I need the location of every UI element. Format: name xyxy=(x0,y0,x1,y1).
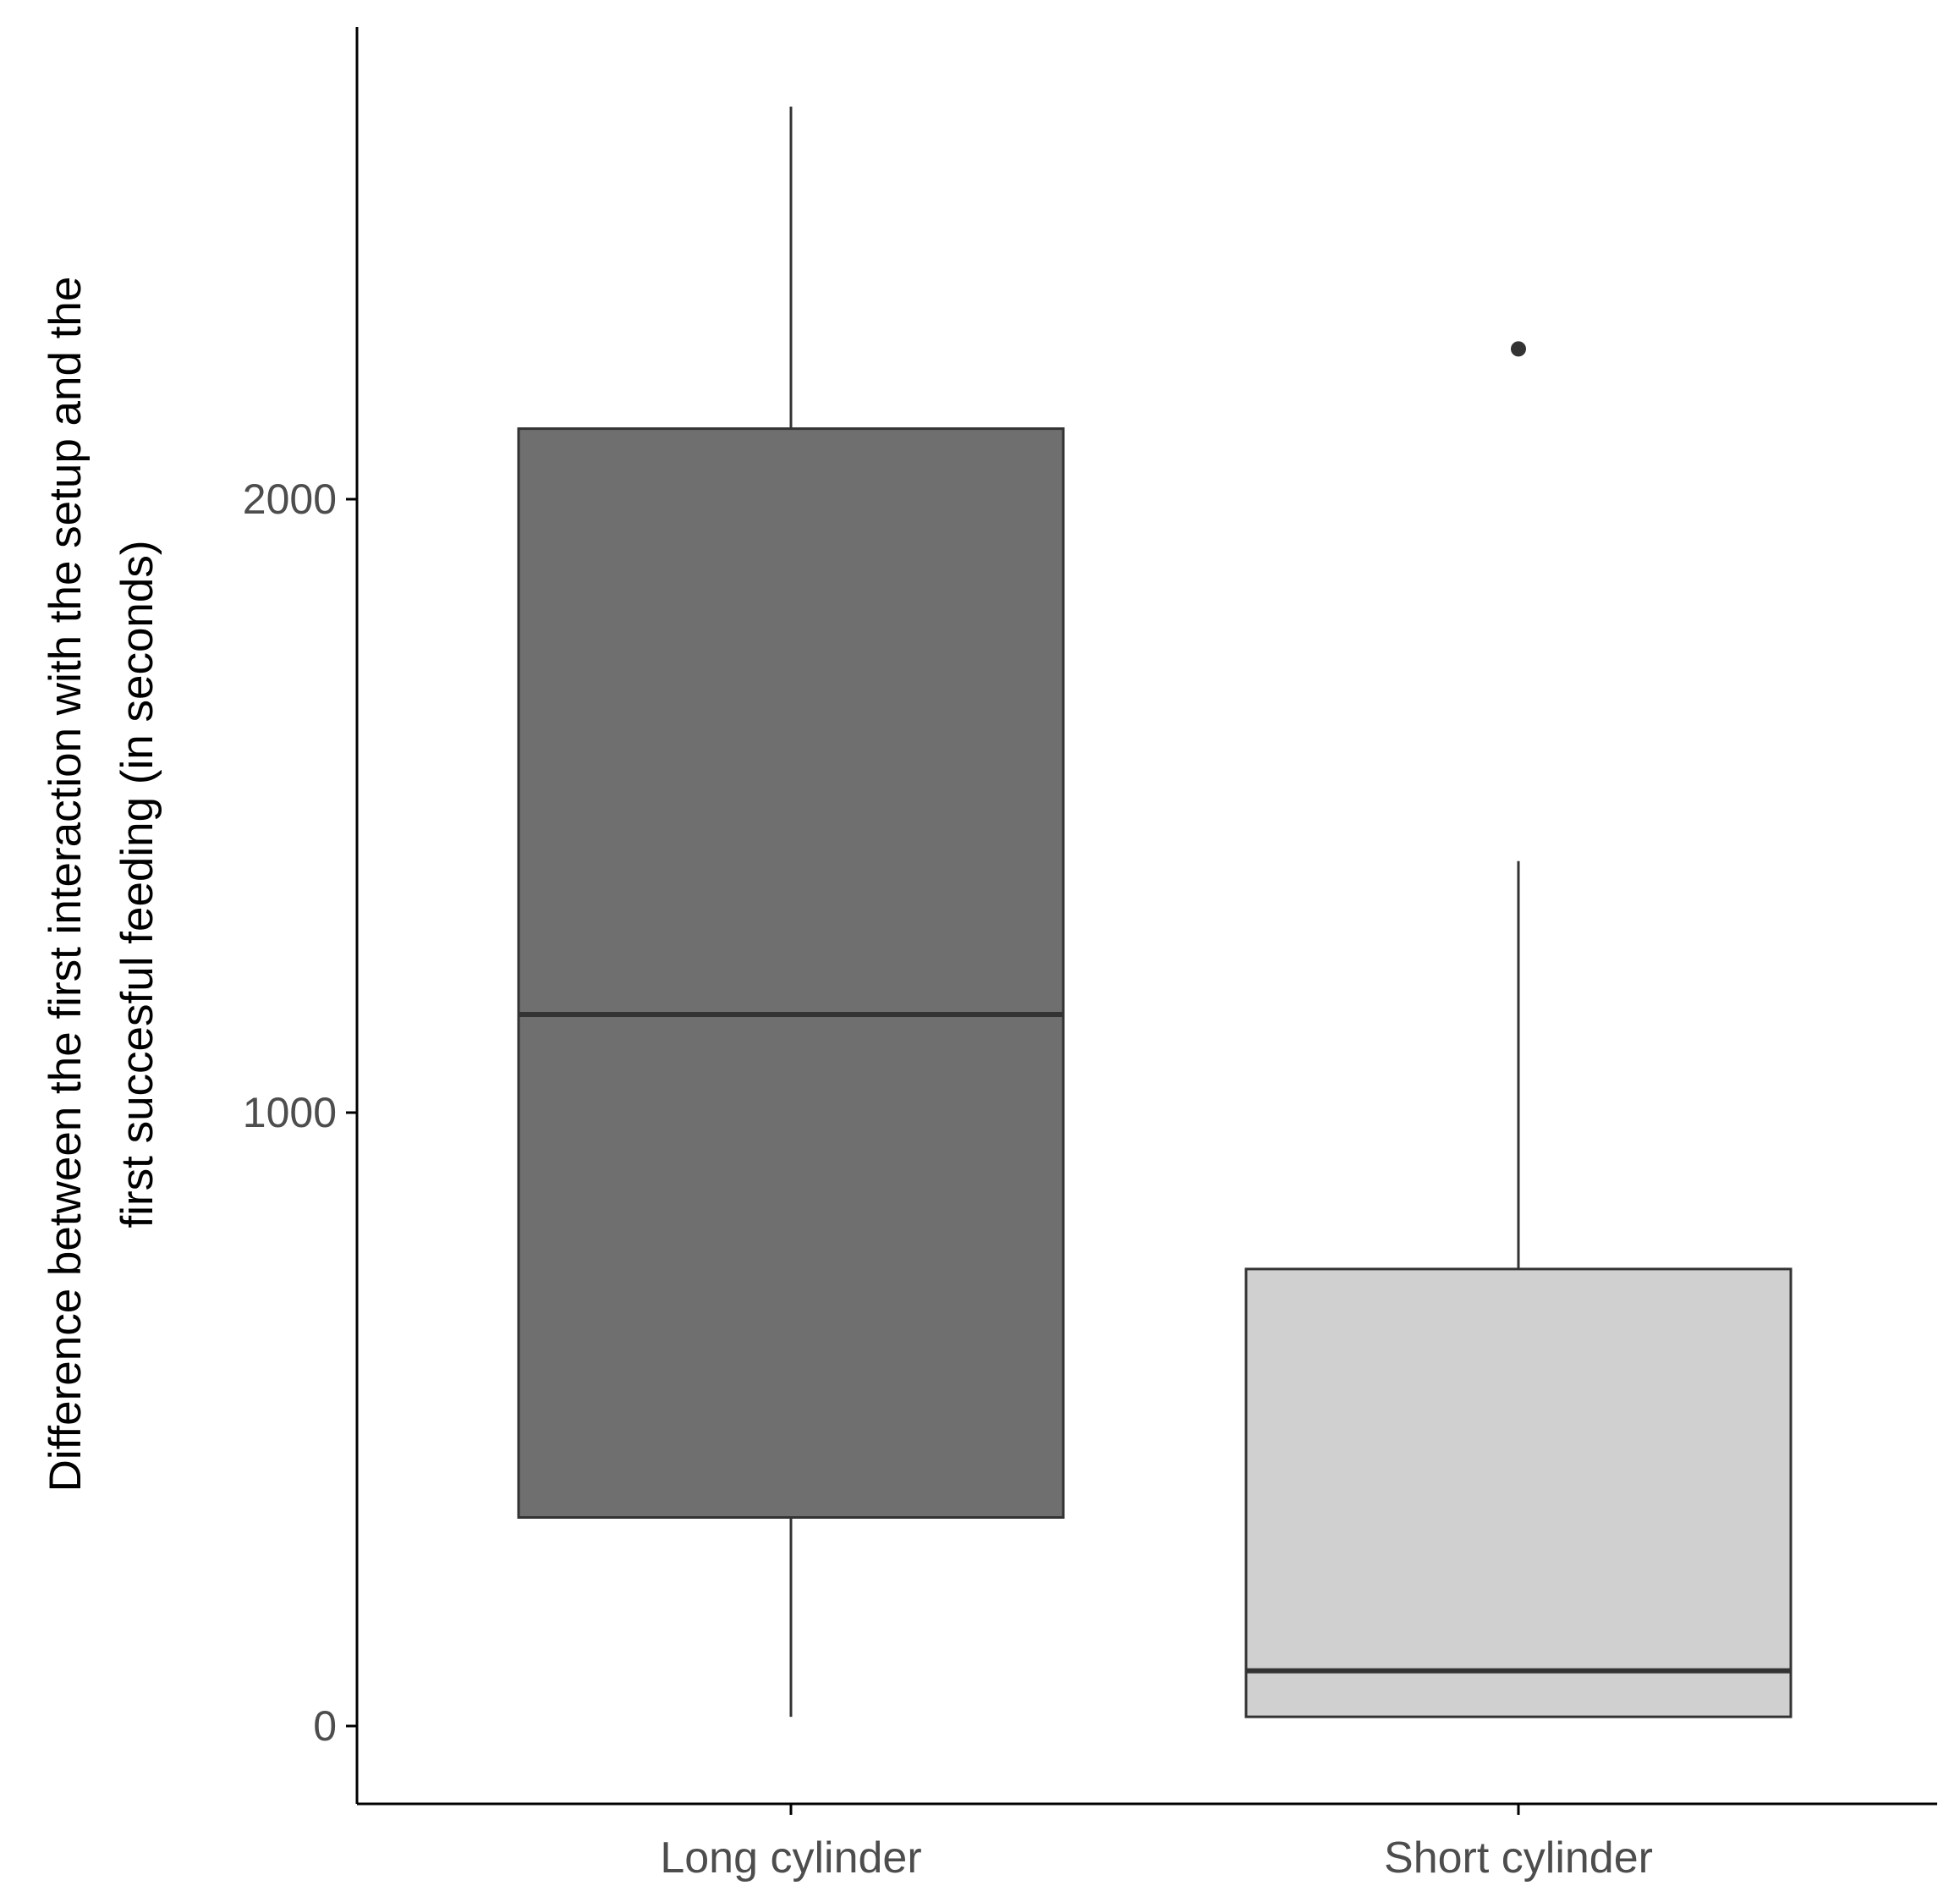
x-tick-label-short-cylinder: Short cylinder xyxy=(1384,1833,1653,1883)
y-axis-title-line-2: first succesful feeding (in seconds) xyxy=(113,540,162,1228)
outlier-point-short-cylinder-0 xyxy=(1511,341,1526,357)
y-axis-title: Difference between the first interaction… xyxy=(41,277,162,1492)
box-long-cylinder xyxy=(517,427,1065,1519)
plot-area: 0 1000 2000 Long cylinder Short cylinder xyxy=(243,27,1937,1883)
box-short-cylinder xyxy=(1244,1267,1793,1718)
y-axis-title-line-1: Difference between the first interaction… xyxy=(41,277,91,1492)
y-tick-label-2000: 2000 xyxy=(243,475,337,523)
y-tick-label-1000: 1000 xyxy=(243,1089,337,1136)
x-tick-label-long-cylinder: Long cylinder xyxy=(660,1833,921,1883)
y-tick-label-0: 0 xyxy=(313,1702,337,1750)
